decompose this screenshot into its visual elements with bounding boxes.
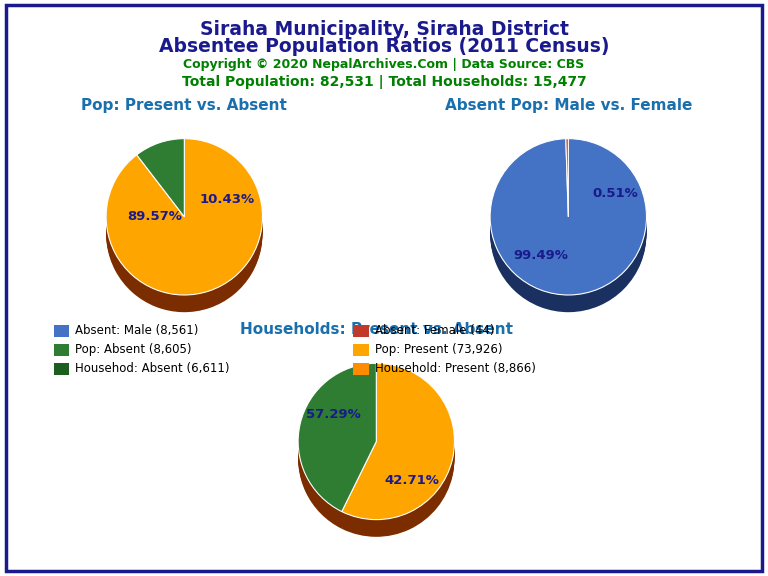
Wedge shape	[342, 379, 455, 536]
Wedge shape	[137, 140, 184, 218]
Wedge shape	[137, 146, 184, 224]
Wedge shape	[490, 140, 647, 297]
Wedge shape	[137, 143, 184, 221]
Text: Siraha Municipality, Siraha District: Siraha Municipality, Siraha District	[200, 20, 568, 39]
Wedge shape	[137, 156, 184, 234]
Wedge shape	[342, 369, 455, 525]
Wedge shape	[342, 370, 455, 527]
Wedge shape	[106, 150, 263, 306]
Wedge shape	[490, 151, 647, 308]
Wedge shape	[566, 156, 568, 234]
Text: 57.29%: 57.29%	[306, 408, 361, 420]
Wedge shape	[298, 379, 376, 528]
Wedge shape	[342, 376, 455, 533]
Wedge shape	[106, 139, 263, 295]
Wedge shape	[298, 381, 376, 529]
Text: 99.49%: 99.49%	[514, 249, 568, 263]
Wedge shape	[106, 156, 263, 312]
Wedge shape	[566, 154, 568, 233]
Text: 89.57%: 89.57%	[127, 210, 182, 223]
Wedge shape	[490, 147, 647, 304]
Text: Absent: Female (44): Absent: Female (44)	[375, 324, 495, 336]
Wedge shape	[342, 375, 455, 531]
Wedge shape	[566, 146, 568, 224]
Wedge shape	[490, 150, 647, 306]
Wedge shape	[137, 147, 184, 225]
Text: Copyright © 2020 NepalArchives.Com | Data Source: CBS: Copyright © 2020 NepalArchives.Com | Dat…	[184, 58, 584, 71]
Wedge shape	[566, 139, 568, 217]
Wedge shape	[137, 151, 184, 230]
Wedge shape	[342, 378, 455, 534]
Text: Househod: Absent (6,611): Househod: Absent (6,611)	[75, 362, 230, 374]
Wedge shape	[490, 139, 647, 295]
Wedge shape	[342, 372, 455, 528]
Wedge shape	[298, 378, 376, 526]
Text: 0.51%: 0.51%	[592, 187, 638, 200]
Wedge shape	[566, 153, 568, 231]
Wedge shape	[342, 373, 455, 530]
Wedge shape	[137, 145, 184, 222]
Text: 42.71%: 42.71%	[384, 474, 439, 487]
Wedge shape	[566, 143, 568, 221]
Title: Absent Pop: Male vs. Female: Absent Pop: Male vs. Female	[445, 98, 692, 113]
Wedge shape	[106, 142, 263, 298]
Text: Pop: Absent (8,605): Pop: Absent (8,605)	[75, 343, 192, 355]
Wedge shape	[566, 140, 568, 218]
Wedge shape	[342, 381, 455, 537]
Wedge shape	[137, 149, 184, 227]
Wedge shape	[490, 146, 647, 302]
Wedge shape	[106, 146, 263, 302]
Wedge shape	[298, 367, 376, 516]
Wedge shape	[137, 150, 184, 228]
Wedge shape	[566, 145, 568, 222]
Wedge shape	[106, 153, 263, 309]
Text: Household: Present (8,866): Household: Present (8,866)	[375, 362, 535, 374]
Wedge shape	[342, 363, 455, 520]
Wedge shape	[342, 365, 455, 521]
Wedge shape	[566, 147, 568, 225]
Wedge shape	[566, 150, 568, 228]
Wedge shape	[298, 375, 376, 523]
Wedge shape	[298, 369, 376, 517]
Wedge shape	[106, 151, 263, 308]
Wedge shape	[106, 147, 263, 304]
Wedge shape	[106, 145, 263, 301]
Wedge shape	[490, 149, 647, 305]
Text: Pop: Present (73,926): Pop: Present (73,926)	[375, 343, 502, 355]
Wedge shape	[106, 149, 263, 305]
Text: Total Population: 82,531 | Total Households: 15,477: Total Population: 82,531 | Total Househo…	[181, 75, 587, 89]
Title: Households: Present vs. Absent: Households: Present vs. Absent	[240, 323, 513, 338]
Wedge shape	[298, 365, 376, 513]
Wedge shape	[342, 366, 455, 522]
Wedge shape	[566, 149, 568, 227]
Wedge shape	[137, 142, 184, 219]
Wedge shape	[490, 153, 647, 309]
Wedge shape	[298, 370, 376, 519]
Text: Absentee Population Ratios (2011 Census): Absentee Population Ratios (2011 Census)	[159, 37, 609, 56]
Wedge shape	[106, 154, 263, 311]
Wedge shape	[137, 153, 184, 231]
Wedge shape	[298, 372, 376, 520]
Text: Absent: Male (8,561): Absent: Male (8,561)	[75, 324, 199, 336]
Wedge shape	[566, 142, 568, 219]
Wedge shape	[137, 154, 184, 233]
Wedge shape	[490, 142, 647, 298]
Wedge shape	[137, 139, 184, 217]
Wedge shape	[298, 366, 376, 514]
Wedge shape	[566, 151, 568, 230]
Wedge shape	[490, 154, 647, 311]
Wedge shape	[298, 363, 376, 511]
Wedge shape	[490, 145, 647, 301]
Title: Pop: Present vs. Absent: Pop: Present vs. Absent	[81, 98, 287, 113]
Wedge shape	[106, 143, 263, 300]
Wedge shape	[490, 143, 647, 300]
Wedge shape	[298, 376, 376, 525]
Wedge shape	[298, 373, 376, 522]
Text: 10.43%: 10.43%	[200, 193, 255, 206]
Wedge shape	[342, 367, 455, 524]
Wedge shape	[490, 156, 647, 312]
Wedge shape	[106, 140, 263, 297]
